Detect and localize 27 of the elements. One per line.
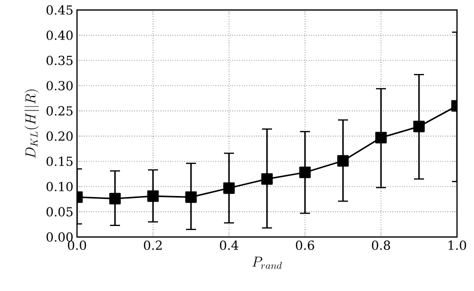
x-tick-label: 0.2: [144, 240, 162, 250]
point: [109, 192, 121, 204]
point: [261, 173, 273, 185]
point: [147, 190, 159, 202]
x-axis-title: $P_{rand}$: [252, 256, 282, 269]
y-tick-label: 0.35: [46, 56, 73, 66]
x-tick-label: 1.0: [448, 240, 466, 250]
x-tick-label: 0.4: [220, 240, 238, 250]
point: [185, 191, 197, 203]
y-tick-label: 0.15: [46, 156, 73, 166]
x-tick-label: 0.0: [68, 240, 86, 250]
y-tick-label: 0.45: [46, 5, 73, 15]
y-tick-label: 0.40: [46, 30, 73, 40]
y-tick-label: 0.20: [46, 131, 73, 141]
y-tick-label: 0.25: [46, 106, 73, 116]
point: [223, 182, 235, 194]
point: [299, 166, 311, 178]
point: [375, 132, 387, 144]
x-tick-label: 0.8: [372, 240, 390, 250]
point: [413, 120, 425, 132]
y-tick-label: 0.00: [46, 232, 73, 242]
y-axis-title: $D_{KL}(H||R)$: [24, 90, 39, 158]
point: [337, 155, 349, 167]
y-tick-label: 0.10: [46, 182, 73, 192]
y-tick-label: 0.05: [46, 207, 73, 216]
x-tick-label: 0.6: [296, 240, 314, 250]
y-tick-label: 0.30: [46, 80, 73, 90]
